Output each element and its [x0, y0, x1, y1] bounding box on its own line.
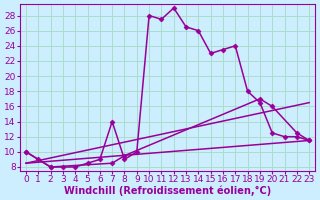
X-axis label: Windchill (Refroidissement éolien,°C): Windchill (Refroidissement éolien,°C) [64, 185, 271, 196]
